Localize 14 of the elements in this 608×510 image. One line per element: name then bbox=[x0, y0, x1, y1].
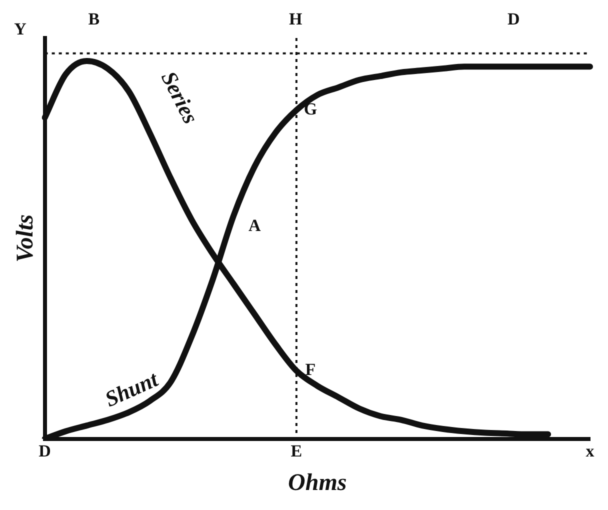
x-tick-label: D bbox=[38, 441, 51, 460]
text: H bbox=[288, 9, 302, 28]
text: Shunt bbox=[101, 366, 162, 412]
text: B bbox=[88, 9, 100, 28]
text: Y bbox=[14, 19, 26, 38]
x-axis-title: Ohms bbox=[288, 470, 347, 496]
x-tick-label: x bbox=[586, 441, 595, 460]
annotation: G bbox=[304, 99, 318, 118]
y-axis-title: Volts bbox=[12, 214, 39, 262]
annotation: F bbox=[305, 360, 316, 380]
x-tick-label: E bbox=[290, 441, 302, 460]
text: D bbox=[508, 9, 520, 28]
text: Series bbox=[156, 67, 204, 128]
annotation: A bbox=[248, 216, 262, 235]
